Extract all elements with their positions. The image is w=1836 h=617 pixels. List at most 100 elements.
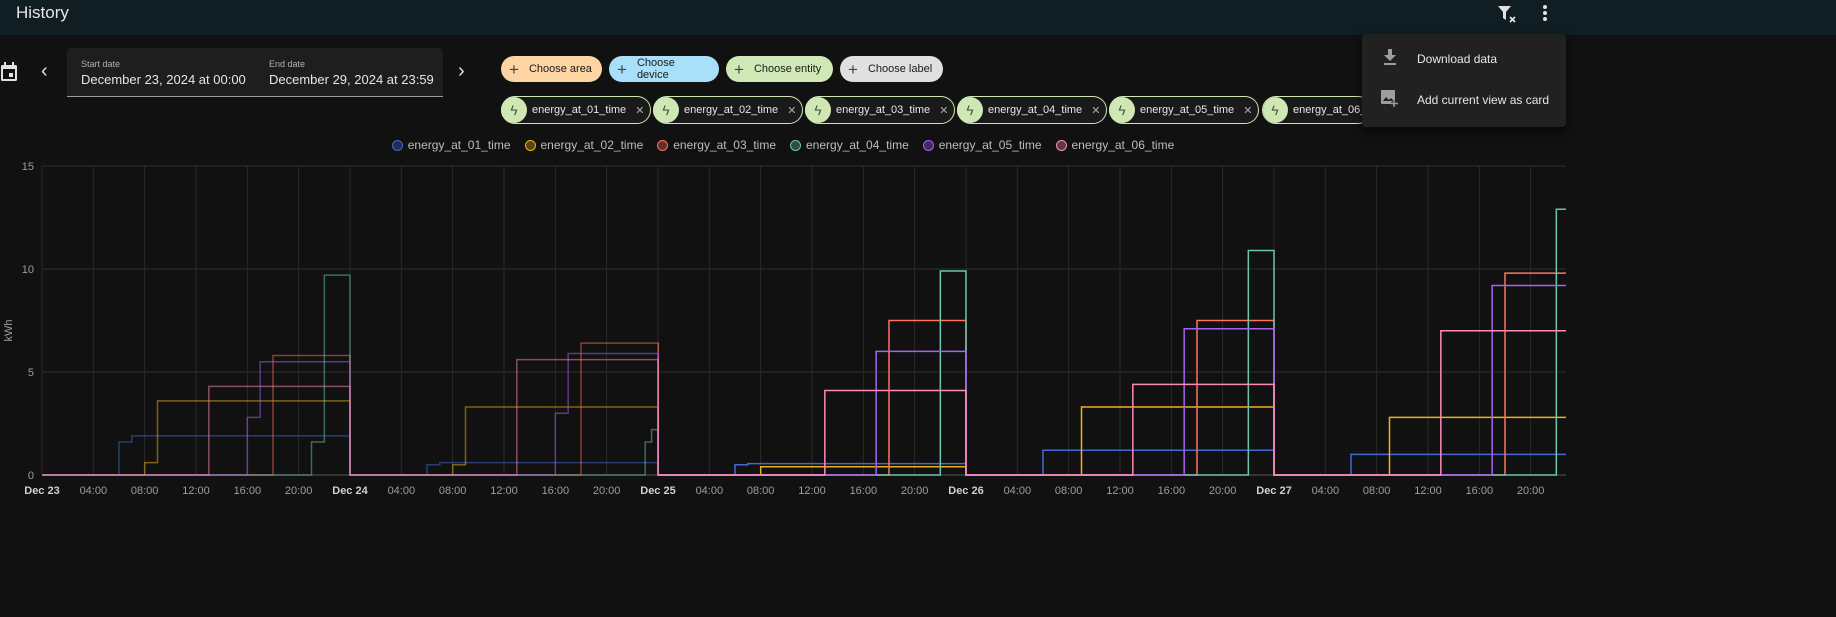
x-tick-label: 12:00 bbox=[490, 485, 518, 497]
x-tick-label: 04:00 bbox=[388, 485, 416, 497]
menu-item-add-view-as-card[interactable]: Add current view as card bbox=[1362, 80, 1566, 120]
y-tick-label: 5 bbox=[28, 367, 34, 379]
image-plus-icon bbox=[1380, 89, 1400, 111]
x-tick-label: 20:00 bbox=[901, 485, 929, 497]
calendar-icon[interactable] bbox=[0, 62, 18, 82]
legend-item[interactable]: energy_at_01_time bbox=[391, 138, 511, 152]
legend-label: energy_at_03_time bbox=[673, 138, 776, 152]
x-tick-label: 08:00 bbox=[131, 485, 159, 497]
entity-chip[interactable]: ϟ energy_at_03_time ✕ bbox=[805, 96, 956, 124]
x-tick-label: 08:00 bbox=[439, 485, 467, 497]
x-tick-label: 08:00 bbox=[747, 485, 775, 497]
entity-chip-label: energy_at_03_time bbox=[836, 104, 931, 116]
series-line-energy_at_01_time bbox=[658, 449, 1566, 476]
chip-label: Choose area bbox=[528, 63, 592, 75]
y-tick-label: 0 bbox=[28, 470, 34, 482]
remove-entity-icon[interactable]: ✕ bbox=[635, 104, 645, 117]
x-tick-label: 20:00 bbox=[1517, 485, 1545, 497]
top-app-bar: History bbox=[0, 0, 1836, 35]
choose-entity-chip[interactable]: + Choose entity bbox=[726, 56, 833, 82]
end-date-value: December 29, 2024 at 23:59 bbox=[269, 72, 434, 87]
x-tick-label: 08:00 bbox=[1363, 485, 1391, 497]
filter-remove-icon[interactable] bbox=[1496, 3, 1518, 30]
entity-chip[interactable]: ϟ energy_at_04_time ✕ bbox=[957, 96, 1108, 124]
chart-legend: energy_at_01_time energy_at_02_time energy… bbox=[0, 138, 1566, 152]
more-vertical-icon[interactable] bbox=[1542, 4, 1548, 29]
choose-area-chip[interactable]: + Choose area bbox=[501, 56, 602, 82]
plus-icon: + bbox=[617, 59, 627, 79]
series-line-energy_at_06_time bbox=[658, 330, 1566, 476]
chip-label: Choose label bbox=[867, 63, 933, 75]
legend-swatch bbox=[790, 139, 801, 151]
plus-icon: + bbox=[509, 59, 519, 79]
previous-range-button[interactable]: ‹ bbox=[41, 60, 48, 82]
plus-icon: + bbox=[848, 59, 858, 79]
remove-entity-icon[interactable]: ✕ bbox=[787, 104, 797, 117]
entity-chip-label: energy_at_02_time bbox=[684, 104, 779, 116]
x-tick-label: Dec 25 bbox=[640, 485, 675, 497]
x-tick-label: 04:00 bbox=[80, 485, 108, 497]
legend-item[interactable]: energy_at_02_time bbox=[524, 138, 644, 152]
x-tick-label: 12:00 bbox=[1414, 485, 1442, 497]
legend-item[interactable]: energy_at_03_time bbox=[657, 138, 776, 152]
entity-chip-label: energy_at_01_time bbox=[532, 104, 627, 116]
legend-item[interactable]: energy_at_06_time bbox=[1055, 138, 1174, 152]
legend-swatch bbox=[657, 139, 669, 151]
menu-item-label: Download data bbox=[1417, 52, 1498, 66]
choose-device-chip[interactable]: + Choose device bbox=[609, 56, 719, 82]
overflow-menu: Download data Add current view as card bbox=[1362, 34, 1566, 127]
legend-swatch bbox=[922, 139, 934, 151]
legend-swatch bbox=[1055, 139, 1067, 151]
next-range-button[interactable]: › bbox=[458, 60, 465, 82]
remove-entity-icon[interactable]: ✕ bbox=[1091, 104, 1101, 117]
start-date-value: December 23, 2024 at 00:00 bbox=[81, 72, 246, 87]
x-tick-label: 16:00 bbox=[1466, 485, 1494, 497]
entity-chip[interactable]: ϟ energy_at_01_time ✕ bbox=[501, 96, 652, 124]
legend-label: energy_at_05_time bbox=[938, 138, 1042, 152]
x-tick-label: 20:00 bbox=[1209, 485, 1237, 497]
series-line-energy_at_03_time-faded bbox=[42, 342, 658, 476]
x-tick-label: 16:00 bbox=[850, 485, 878, 497]
x-tick-label: 04:00 bbox=[1004, 485, 1032, 497]
lightning-icon: ϟ bbox=[501, 97, 527, 123]
x-tick-label: 16:00 bbox=[542, 485, 570, 497]
x-tick-label: 16:00 bbox=[1158, 485, 1186, 497]
series-line-energy_at_01_time-faded bbox=[42, 435, 658, 476]
entity-chip[interactable]: ϟ energy_at_05_time ✕ bbox=[1109, 96, 1260, 124]
legend-label: energy_at_02_time bbox=[540, 138, 644, 152]
legend-item[interactable]: energy_at_04_time bbox=[790, 138, 909, 152]
series-line-energy_at_05_time-faded bbox=[42, 352, 658, 476]
x-tick-label: 04:00 bbox=[696, 485, 724, 497]
legend-label: energy_at_01_time bbox=[407, 138, 511, 152]
x-tick-label: 20:00 bbox=[593, 485, 621, 497]
series-line-energy_at_04_time bbox=[658, 208, 1566, 476]
choose-label-chip[interactable]: + Choose label bbox=[840, 56, 943, 82]
legend-label: energy_at_04_time bbox=[806, 138, 909, 152]
series-line-energy_at_05_time bbox=[658, 284, 1566, 476]
entity-chip-label: energy_at_04_time bbox=[988, 104, 1083, 116]
lightning-icon: ϟ bbox=[653, 97, 679, 123]
menu-item-download-data[interactable]: Download data bbox=[1362, 39, 1566, 79]
x-tick-label: Dec 23 bbox=[24, 485, 59, 497]
date-range-picker[interactable]: Start date December 23, 2024 at 00:00 En… bbox=[67, 48, 443, 97]
series-line-energy_at_04_time-faded bbox=[42, 274, 658, 476]
start-date-label: Start date bbox=[81, 59, 121, 69]
chip-label: Choose device bbox=[636, 57, 675, 81]
legend-item[interactable]: energy_at_05_time bbox=[922, 138, 1042, 152]
remove-entity-icon[interactable]: ✕ bbox=[939, 104, 949, 117]
download-icon bbox=[1380, 49, 1400, 69]
entity-chip[interactable]: ϟ energy_at_02_time ✕ bbox=[653, 96, 804, 124]
remove-entity-icon[interactable]: ✕ bbox=[1243, 104, 1253, 117]
series-line-energy_at_02_time-faded bbox=[42, 400, 658, 476]
page-title: History bbox=[16, 3, 69, 22]
lightning-icon: ϟ bbox=[1109, 97, 1135, 123]
y-tick-label: 10 bbox=[22, 264, 34, 276]
menu-item-label: Add current view as card bbox=[1417, 93, 1550, 107]
x-tick-label: 20:00 bbox=[285, 485, 313, 497]
series-line-energy_at_06_time-faded bbox=[42, 358, 658, 476]
entity-chip[interactable]: ϟ energy_at_06_ bbox=[1262, 96, 1372, 124]
x-tick-label: 12:00 bbox=[798, 485, 826, 497]
legend-swatch bbox=[391, 139, 403, 151]
x-tick-label: 04:00 bbox=[1312, 485, 1340, 497]
lightning-icon: ϟ bbox=[957, 97, 983, 123]
